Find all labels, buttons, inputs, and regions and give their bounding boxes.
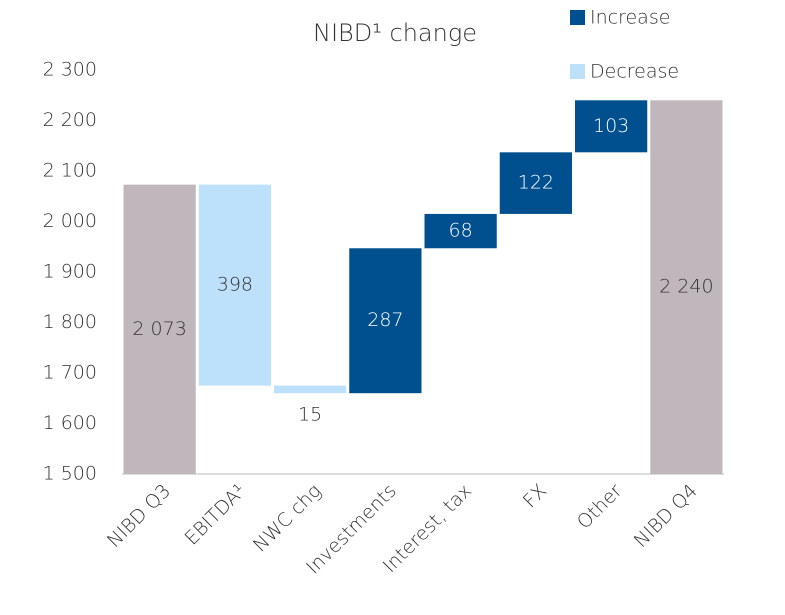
bar — [424, 213, 497, 249]
y-tick-label: 1 800 — [43, 311, 97, 333]
data-label: 2 240 — [659, 276, 713, 298]
y-tick-label: 1 700 — [43, 362, 97, 384]
y-tick-label: 2 200 — [43, 109, 97, 131]
data-label: 398 — [217, 274, 253, 296]
y-tick-label: 1 900 — [43, 261, 97, 283]
x-tick-label: Other — [573, 480, 627, 534]
data-label: 2 073 — [132, 318, 186, 340]
bar — [274, 385, 347, 394]
x-tick-label: NWC chg — [249, 480, 326, 557]
y-tick-label: 2 300 — [43, 59, 97, 81]
x-tick-label: NIBD Q4 — [630, 480, 702, 552]
bar — [650, 100, 723, 475]
bar — [123, 184, 196, 474]
bar — [575, 100, 648, 153]
legend-label: Decrease — [590, 61, 679, 83]
data-label: 287 — [367, 309, 403, 331]
legend-swatch — [570, 64, 585, 79]
x-tick-label: NIBD Q3 — [103, 480, 175, 552]
y-tick-label: 2 100 — [43, 160, 97, 182]
y-tick-label: 1 600 — [43, 412, 97, 434]
bar — [499, 152, 572, 214]
x-tick-label: FX — [519, 480, 551, 512]
data-label: 122 — [518, 172, 554, 194]
y-tick-label: 2 000 — [43, 210, 97, 232]
y-tick-label: 1 500 — [43, 463, 97, 485]
x-tick-label: EBITDA¹ — [181, 480, 251, 550]
legend-label: Increase — [590, 7, 670, 29]
bar — [349, 248, 422, 394]
data-label: 68 — [449, 220, 473, 242]
bar — [198, 184, 271, 386]
data-label: 15 — [298, 404, 322, 426]
chart-title: NIBD¹ change — [313, 19, 477, 47]
legend-swatch — [570, 10, 585, 25]
data-label: 103 — [593, 115, 629, 137]
